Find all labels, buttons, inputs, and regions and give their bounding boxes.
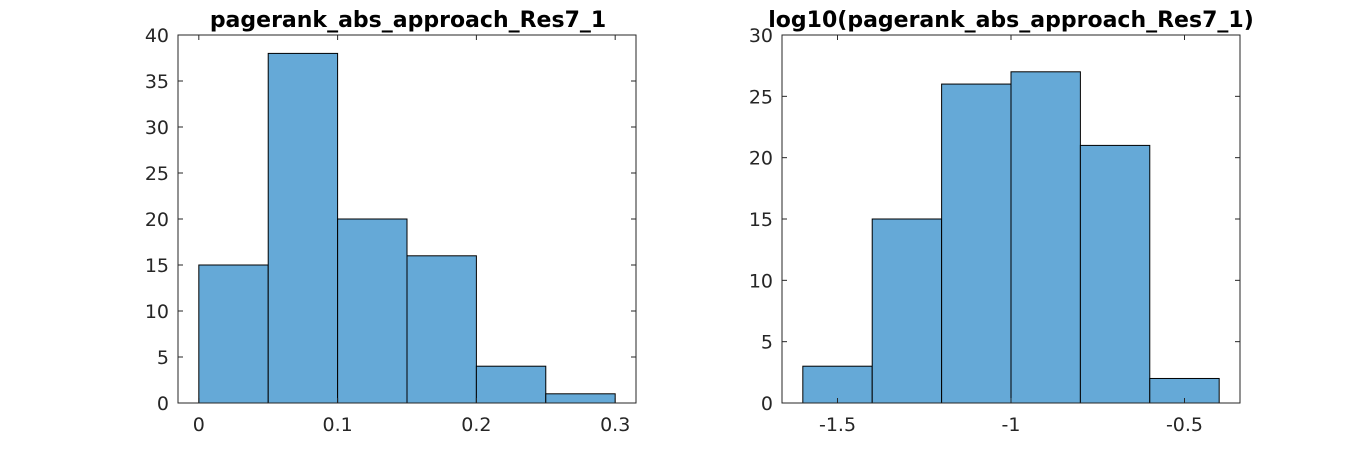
y-tick-label-left-0: 0 [157, 393, 169, 415]
y-tick-label-left-2: 10 [145, 301, 169, 323]
y-tick-label-right-0: 0 [761, 393, 773, 415]
y-tick-label-right-6: 30 [749, 25, 773, 47]
histogram-bar-left-0 [198, 264, 269, 404]
y-tick-label-left-8: 40 [145, 25, 169, 47]
y-tick-label-right-1: 5 [761, 332, 773, 354]
ticks-right: -1.5 -1 -0.5 0 5 10 15 20 25 30 [749, 25, 1240, 436]
histogram-bar-right-4 [1079, 144, 1151, 404]
y-tick-label-right-5: 25 [749, 86, 773, 108]
histogram-bar-right-0 [802, 365, 873, 404]
bars-right [802, 71, 1220, 404]
bars-left [198, 52, 616, 404]
x-tick-label-left-2: 0.2 [461, 414, 491, 436]
x-tick-label-left-1: 0.1 [322, 414, 352, 436]
chart-title-right: log10(pagerank_abs_approach_Res7_1) [768, 8, 1254, 33]
histogram-bar-left-3 [406, 255, 477, 404]
y-tick-label-right-4: 20 [749, 148, 773, 170]
chart-title-left: pagerank_abs_approach_Res7_1 [210, 8, 606, 33]
x-tick-label-left-0: 0 [193, 414, 205, 436]
y-tick-label-left-1: 5 [157, 347, 169, 369]
axes-box-left [177, 34, 637, 404]
histogram-bar-right-2 [941, 83, 1012, 404]
x-tick-label-right-0: -1.5 [819, 414, 856, 436]
x-tick-label-right-2: -0.5 [1166, 414, 1203, 436]
x-tick-label-left-3: 0.3 [600, 414, 630, 436]
y-tick-label-right-3: 15 [749, 209, 773, 231]
ticks-left: 0 0.1 0.2 0.3 0 5 10 15 20 25 30 35 40 [145, 25, 636, 436]
histogram-bar-left-5 [545, 393, 616, 404]
y-tick-label-left-3: 15 [145, 255, 169, 277]
histogram-bar-left-2 [337, 218, 408, 404]
histogram-bar-left-4 [475, 365, 547, 404]
y-tick-label-left-4: 20 [145, 209, 169, 231]
y-tick-label-left-6: 30 [145, 117, 169, 139]
histogram-bar-left-1 [267, 52, 339, 404]
y-tick-label-left-5: 25 [145, 163, 169, 185]
axes-box-right [781, 34, 1241, 404]
y-tick-label-right-2: 10 [749, 270, 773, 292]
x-tick-label-right-1: -1 [1002, 414, 1021, 436]
histogram-left: pagerank_abs_approach_Res7_1 0 0.1 0.2 0.30… [145, 8, 637, 436]
histogram-bar-right-1 [871, 218, 943, 404]
y-tick-label-left-7: 35 [145, 71, 169, 93]
histogram-right: log10(pagerank_abs_approach_Res7_1) -1.5… [749, 8, 1254, 436]
histogram-bar-right-3 [1010, 71, 1081, 404]
